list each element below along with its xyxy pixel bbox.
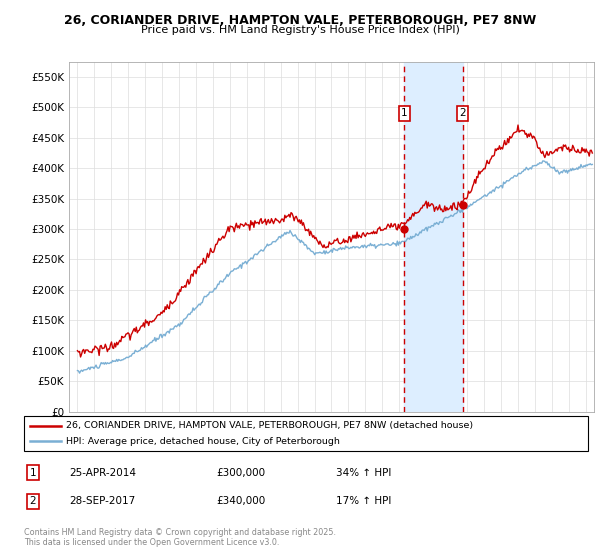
- Text: £340,000: £340,000: [216, 496, 265, 506]
- Text: 34% ↑ HPI: 34% ↑ HPI: [336, 468, 391, 478]
- Text: 2: 2: [459, 108, 466, 118]
- Text: 2: 2: [29, 496, 37, 506]
- Text: 25-APR-2014: 25-APR-2014: [69, 468, 136, 478]
- Text: 28-SEP-2017: 28-SEP-2017: [69, 496, 135, 506]
- Text: 1: 1: [29, 468, 37, 478]
- Text: 26, CORIANDER DRIVE, HAMPTON VALE, PETERBOROUGH, PE7 8NW: 26, CORIANDER DRIVE, HAMPTON VALE, PETER…: [64, 14, 536, 27]
- Text: HPI: Average price, detached house, City of Peterborough: HPI: Average price, detached house, City…: [66, 437, 340, 446]
- Text: 26, CORIANDER DRIVE, HAMPTON VALE, PETERBOROUGH, PE7 8NW (detached house): 26, CORIANDER DRIVE, HAMPTON VALE, PETER…: [66, 421, 473, 430]
- Text: £300,000: £300,000: [216, 468, 265, 478]
- Text: 1: 1: [401, 108, 408, 118]
- Bar: [404, 62, 463, 412]
- Text: Contains HM Land Registry data © Crown copyright and database right 2025.
This d: Contains HM Land Registry data © Crown c…: [24, 528, 336, 547]
- Text: 17% ↑ HPI: 17% ↑ HPI: [336, 496, 391, 506]
- Text: Price paid vs. HM Land Registry's House Price Index (HPI): Price paid vs. HM Land Registry's House …: [140, 25, 460, 35]
